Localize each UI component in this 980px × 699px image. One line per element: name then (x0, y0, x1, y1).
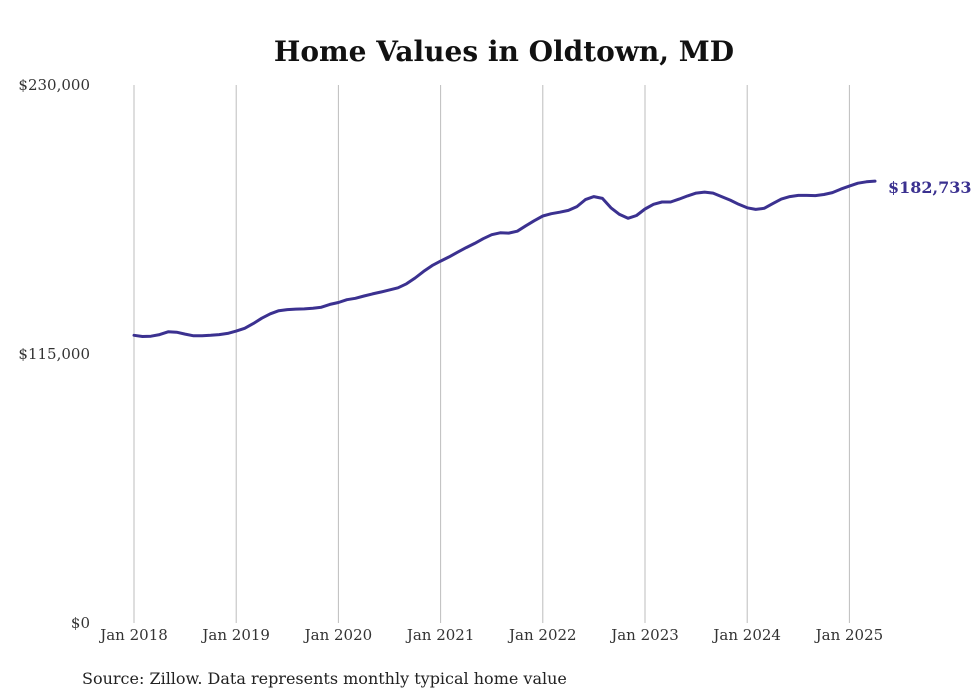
vertical-gridlines (133, 85, 850, 623)
x-tick-label: Jan 2020 (303, 626, 373, 644)
x-tick-label: Jan 2018 (98, 626, 168, 644)
source-note: Source: Zillow. Data represents monthly … (82, 669, 567, 688)
y-tick-label: $230,000 (18, 76, 90, 94)
x-axis-tick-labels: Jan 2018 Jan 2019 Jan 2020 Jan 2021 Jan 2022… (98, 626, 883, 644)
x-tick-label: Jan 2024 (711, 626, 781, 644)
series-line (132, 179, 877, 338)
x-tick-label: Jan 2021 (405, 626, 475, 644)
y-axis-tick-labels: $0 $115,000 $230,000 (18, 76, 90, 632)
y-tick-label: $0 (71, 614, 90, 632)
chart-title: Home Values in Oldtown, MD (274, 35, 734, 68)
x-tick-label: Jan 2025 (814, 626, 884, 644)
y-tick-label: $115,000 (18, 345, 90, 363)
end-value-label: $182,733 (888, 178, 972, 197)
x-tick-label: Jan 2019 (200, 626, 270, 644)
x-tick-label: Jan 2022 (507, 626, 577, 644)
x-tick-label: Jan 2023 (609, 626, 679, 644)
